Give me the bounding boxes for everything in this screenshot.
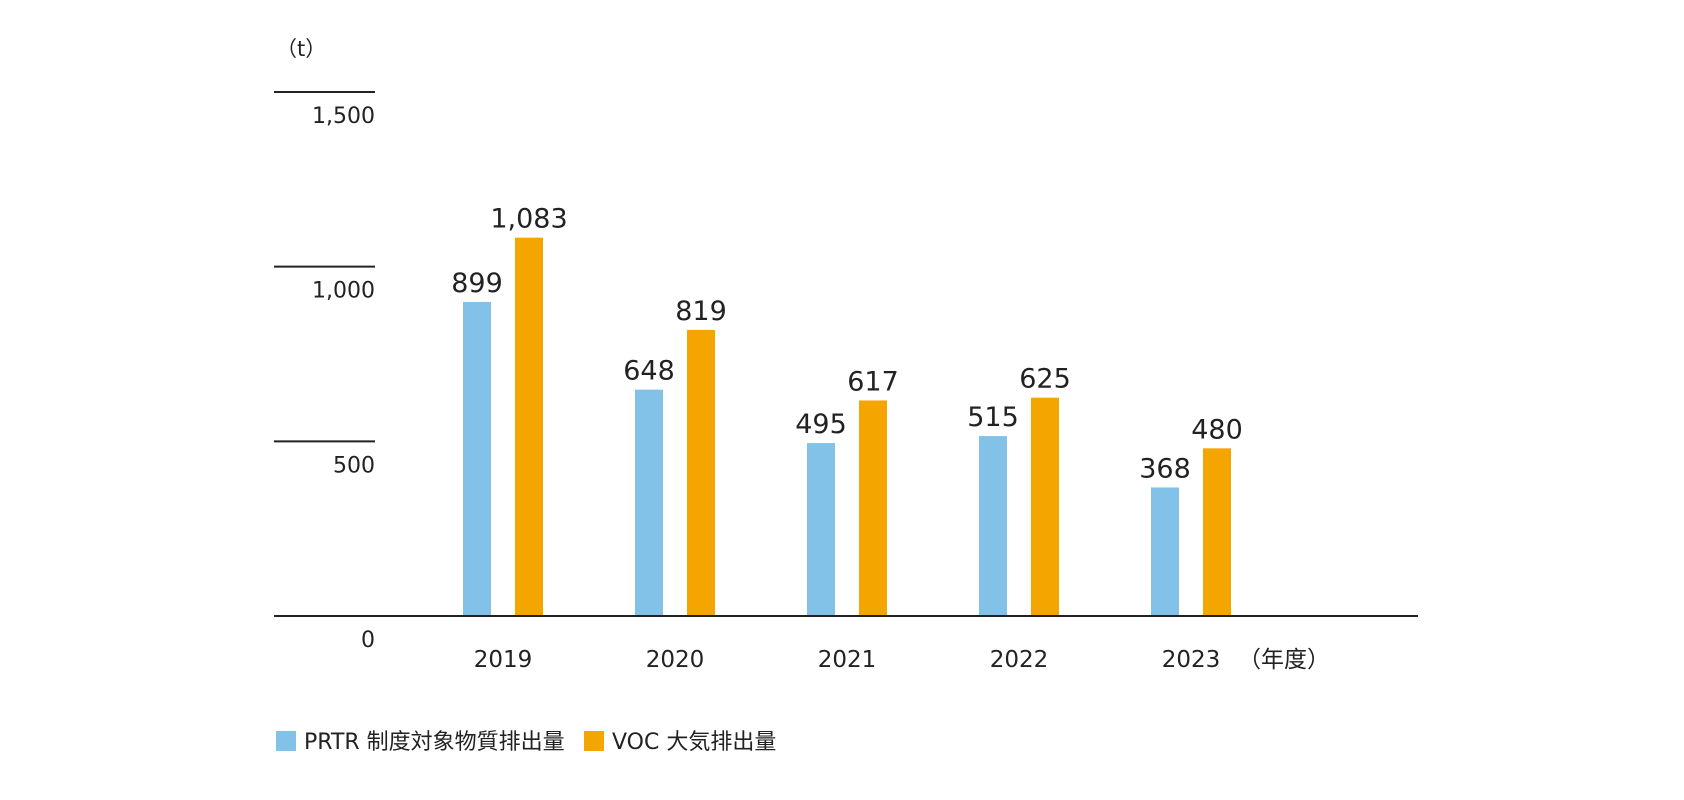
x-category-label: 2021 [818, 647, 877, 673]
y-tick-label: 1,000 [312, 279, 375, 304]
bar-voc-2020 [687, 329, 715, 616]
bar-prtr-2019 [463, 301, 491, 616]
y-tick-label: 500 [333, 453, 375, 478]
y-axis-ticks: 0 500 1,000 1,500 [274, 91, 375, 653]
x-category-label: 2020 [646, 647, 705, 673]
x-category-label: 2019 [474, 647, 533, 673]
y-unit-label: （t） [276, 37, 326, 61]
value-label: 819 [675, 296, 727, 327]
value-label: 1,083 [490, 204, 567, 235]
legend-swatch [584, 731, 604, 751]
x-category-label: 2023 [1162, 647, 1221, 673]
legend-label: PRTR 制度対象物質排出量 [304, 730, 565, 755]
value-label: 480 [1191, 414, 1243, 445]
bar-prtr-2022 [979, 436, 1007, 616]
bars [463, 237, 1231, 616]
bar-voc-2022 [1031, 397, 1059, 616]
value-label: 495 [795, 409, 847, 440]
value-label: 899 [451, 268, 503, 299]
bar-voc-2019 [515, 237, 543, 616]
bar-voc-2023 [1203, 448, 1231, 616]
value-label: 515 [967, 402, 1019, 433]
x-category-label: 2022 [990, 647, 1049, 673]
bar-prtr-2023 [1151, 487, 1179, 616]
bar-prtr-2020 [635, 389, 663, 616]
y-tick-label: 1,500 [312, 104, 375, 129]
value-label: 648 [623, 356, 675, 387]
legend: PRTR 制度対象物質排出量 VOC 大気排出量 [276, 730, 776, 755]
value-label: 368 [1139, 453, 1191, 484]
value-label: 617 [847, 366, 899, 397]
x-unit-label: （年度） [1238, 647, 1330, 673]
bar-prtr-2021 [807, 443, 835, 616]
bar-voc-2021 [859, 400, 887, 616]
legend-label: VOC 大気排出量 [612, 730, 776, 755]
x-axis-categories: 2019 2020 2021 2022 2023 [474, 647, 1221, 673]
y-tick-label: 0 [361, 628, 375, 653]
legend-swatch [276, 731, 296, 751]
value-label: 625 [1019, 364, 1071, 395]
